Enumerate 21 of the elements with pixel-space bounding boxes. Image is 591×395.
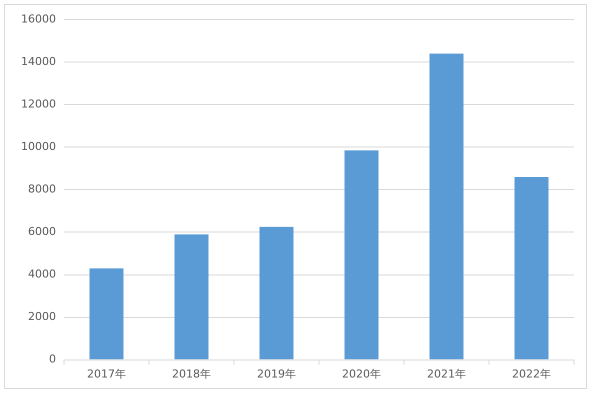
- bar: [514, 176, 548, 360]
- x-tick-label: 2018年: [172, 367, 211, 380]
- y-tick-label: 4000: [28, 268, 56, 281]
- x-tick-label: 2019年: [256, 367, 296, 380]
- y-tick-label: 16000: [20, 12, 56, 26]
- y-tick-label: 12000: [20, 98, 56, 111]
- y-tick-label: 0: [48, 352, 56, 366]
- bar: [89, 268, 124, 360]
- bar: [430, 54, 464, 360]
- y-tick-label: 2000: [28, 310, 56, 324]
- bar: [259, 226, 294, 360]
- y-tick-label: 14000: [20, 54, 56, 68]
- x-tick-label: 2021年: [427, 367, 466, 380]
- y-tick-label: 6000: [28, 225, 56, 238]
- bar: [344, 150, 378, 360]
- x-tick-label: 2022年: [512, 367, 551, 380]
- y-tick-label: 10000: [20, 140, 56, 154]
- bar: [174, 234, 208, 360]
- y-tick-label: 8000: [28, 182, 56, 196]
- x-tick-label: 2020年: [342, 367, 381, 380]
- x-tick-label: 2017年: [86, 367, 126, 380]
